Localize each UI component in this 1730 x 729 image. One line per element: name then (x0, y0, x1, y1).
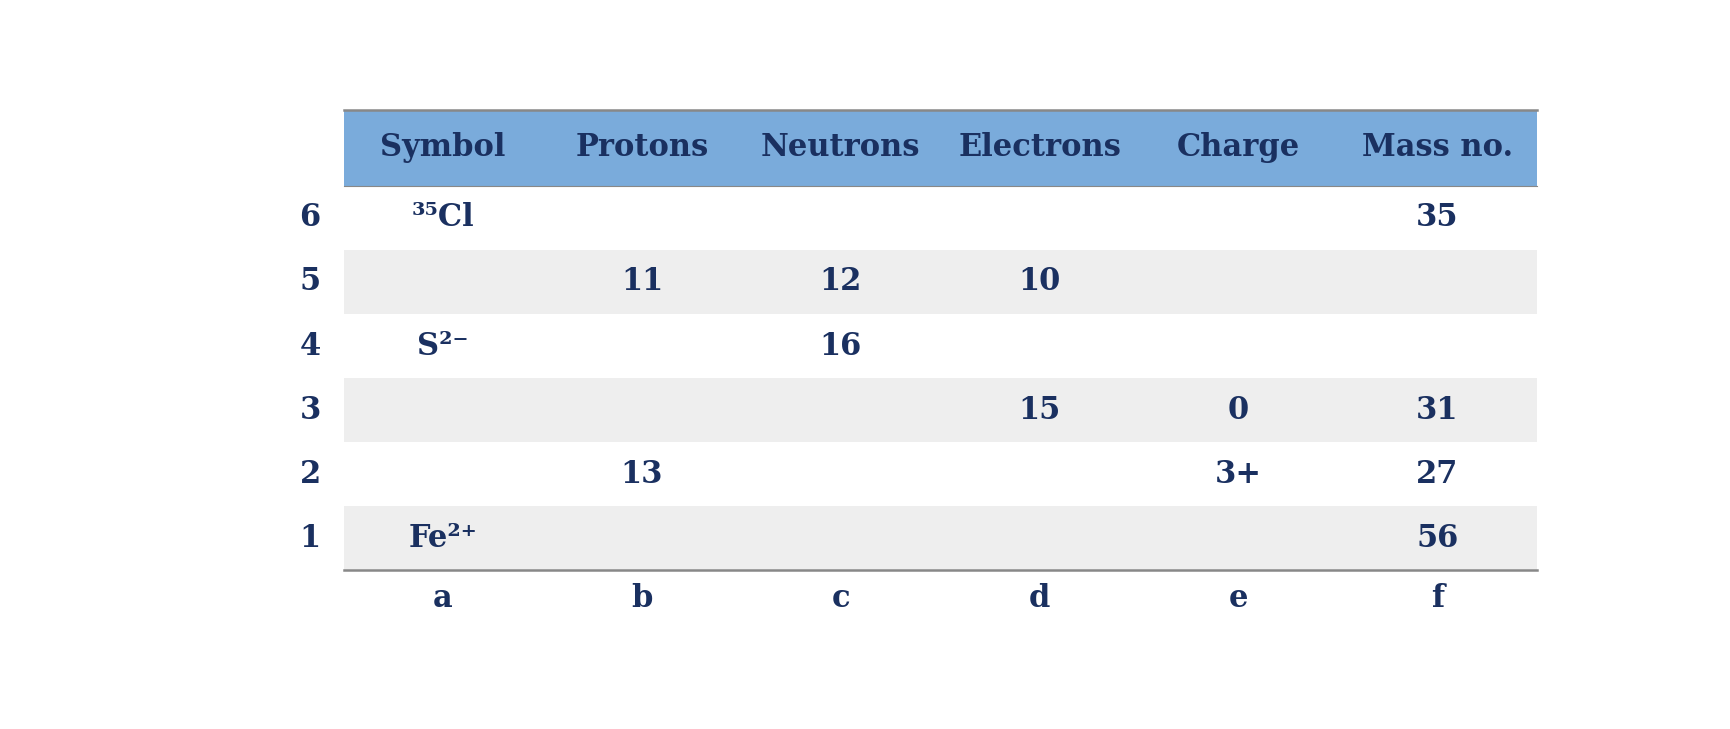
Text: 27: 27 (1417, 459, 1458, 490)
Text: 35: 35 (1417, 203, 1458, 233)
Text: Neutrons: Neutrons (761, 133, 920, 163)
Text: 31: 31 (1417, 394, 1458, 426)
Text: 16: 16 (820, 330, 862, 362)
Bar (344, 110, 1536, 186)
Text: ³⁵Cl: ³⁵Cl (412, 203, 474, 233)
Text: 13: 13 (621, 459, 663, 490)
Text: Electrons: Electrons (958, 133, 1121, 163)
Text: 12: 12 (820, 267, 862, 297)
Text: 10: 10 (1019, 267, 1060, 297)
Bar (344, 314, 1536, 378)
Text: 15: 15 (1019, 394, 1060, 426)
Text: 4: 4 (299, 330, 320, 362)
Text: 1: 1 (299, 523, 320, 554)
Text: Fe²⁺: Fe²⁺ (408, 523, 477, 554)
Text: 6: 6 (299, 203, 320, 233)
Text: 2: 2 (299, 459, 320, 490)
Text: 5: 5 (299, 267, 320, 297)
Text: d: d (1029, 582, 1050, 614)
Bar (344, 250, 1536, 314)
Text: Charge: Charge (1176, 133, 1301, 163)
Text: 0: 0 (1228, 394, 1249, 426)
Text: b: b (631, 582, 652, 614)
Text: a: a (432, 582, 453, 614)
Text: Symbol: Symbol (381, 133, 505, 163)
Bar (344, 378, 1536, 442)
Text: c: c (832, 582, 849, 614)
Text: e: e (1228, 582, 1249, 614)
Text: 11: 11 (621, 267, 663, 297)
Text: 56: 56 (1417, 523, 1458, 554)
Text: 3: 3 (299, 394, 320, 426)
Text: 3+: 3+ (1214, 459, 1263, 490)
Text: f: f (1431, 582, 1445, 614)
Text: Mass no.: Mass no. (1362, 133, 1514, 163)
Bar (344, 506, 1536, 570)
Bar (344, 186, 1536, 250)
Text: Protons: Protons (576, 133, 709, 163)
Bar (344, 442, 1536, 506)
Text: S²⁻: S²⁻ (417, 330, 469, 362)
